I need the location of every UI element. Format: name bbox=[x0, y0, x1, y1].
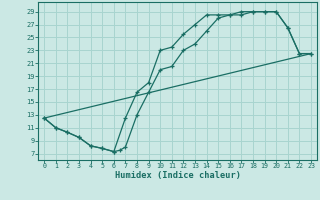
X-axis label: Humidex (Indice chaleur): Humidex (Indice chaleur) bbox=[115, 171, 241, 180]
